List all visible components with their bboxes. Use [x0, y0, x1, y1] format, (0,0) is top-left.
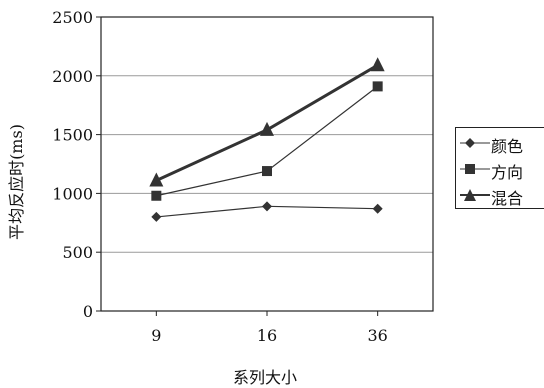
x-axis-label: 系列大小 — [232, 368, 298, 387]
legend-label-color: 颜色 — [491, 137, 524, 156]
series-line-square — [156, 85, 379, 197]
x-tick-label: 36 — [367, 326, 387, 345]
legend-label-direction: 方向 — [491, 163, 524, 182]
legend-diamond-marker-icon — [460, 138, 490, 148]
legend-triangle-marker-icon — [460, 189, 490, 201]
legend-item-direction: 方向 — [456, 157, 544, 182]
plot-area — [100, 16, 434, 312]
data-point-triangle — [149, 172, 164, 187]
y-axis-label: 平均反应时(ms) — [7, 124, 26, 240]
legend-square-marker-icon — [460, 164, 490, 174]
data-point-square — [372, 81, 383, 92]
x-tick-label: 16 — [257, 326, 277, 345]
legend-item-mixed: 混合 — [456, 183, 544, 208]
legend-item-color: 颜色 — [456, 131, 544, 156]
y-tick-label: 1500 — [52, 126, 93, 145]
y-tick-label: 2500 — [52, 8, 93, 27]
axis-ticks: 0 500 1000 1500 2000 2500 9 16 36 — [52, 8, 388, 345]
series-layer — [149, 57, 385, 222]
grid-lines — [101, 75, 433, 253]
data-point-triangle — [370, 57, 385, 72]
y-tick-label: 1000 — [52, 184, 93, 203]
data-point-square — [151, 190, 162, 201]
data-point-diamond — [372, 203, 383, 214]
y-tick-label: 500 — [62, 243, 93, 262]
data-point-diamond — [262, 201, 272, 212]
y-tick-label: 0 — [83, 302, 93, 321]
data-point-square — [262, 166, 272, 177]
legend-label-mixed: 混合 — [491, 189, 524, 208]
data-point-diamond — [151, 211, 162, 222]
x-tick-label: 9 — [151, 326, 161, 345]
legend: 颜色 方向 混合 — [455, 127, 544, 209]
data-point-triangle — [260, 121, 274, 136]
y-tick-label: 2000 — [52, 67, 93, 86]
